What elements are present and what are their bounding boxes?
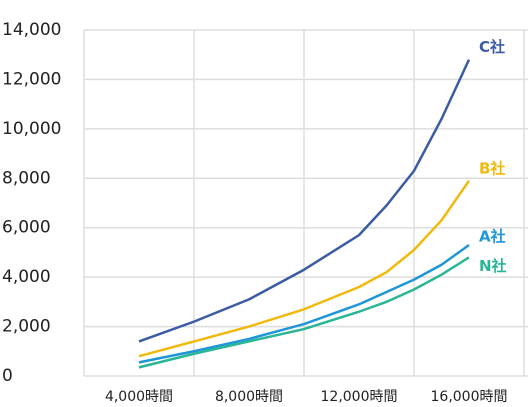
x-tick-label: 12,000時間 — [321, 389, 398, 405]
series-label: N社 — [479, 257, 507, 275]
y-tick-label: 6,000 — [2, 218, 51, 238]
series-line — [138, 180, 471, 358]
series-label: A社 — [479, 228, 506, 246]
y-tick-label: 8,000 — [2, 168, 51, 188]
series-label: B社 — [479, 159, 505, 177]
y-tick-label: 4,000 — [2, 267, 51, 287]
series-line — [138, 243, 470, 364]
y-tick-label: 14,000 — [2, 20, 61, 40]
x-tick-label: 4,000時間 — [105, 389, 173, 405]
series-line — [138, 256, 470, 369]
series-label: C社 — [479, 38, 505, 56]
y-tick-label: 0 — [2, 366, 13, 386]
y-tick-label: 10,000 — [2, 119, 61, 139]
x-tick-label: 8,000時間 — [215, 389, 283, 405]
y-tick-label: 2,000 — [2, 317, 51, 337]
x-tick-label: 16,000時間 — [431, 389, 508, 405]
y-tick-label: 12,000 — [2, 69, 61, 89]
series-line — [138, 59, 471, 343]
